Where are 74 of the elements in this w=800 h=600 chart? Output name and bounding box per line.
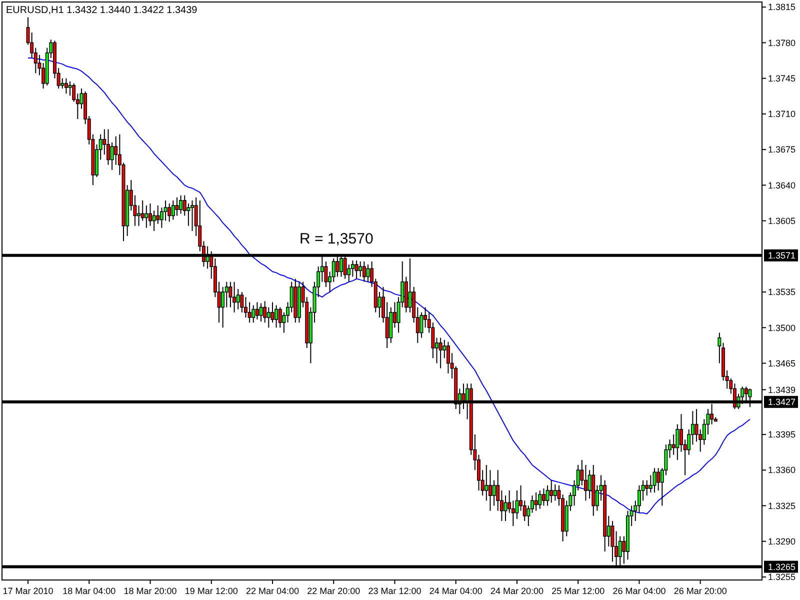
candlestick <box>278 306 282 328</box>
candlestick <box>270 302 274 324</box>
candlestick <box>546 484 550 506</box>
candlestick <box>221 286 225 328</box>
x-tick-label: 17 Mar 2010 <box>2 586 54 596</box>
candlestick <box>228 281 232 308</box>
ref-line-label: 1.3571 <box>768 250 796 261</box>
candlestick <box>645 480 649 496</box>
candlestick <box>144 205 148 228</box>
candlestick <box>652 468 656 493</box>
y-tick-label: 1.3710 <box>768 109 796 120</box>
x-tick-label: 24 Mar 04:00 <box>429 586 482 596</box>
y-tick-label: 1.3745 <box>768 73 796 84</box>
candlestick <box>542 488 546 506</box>
y-tick-label: 1.3325 <box>768 500 796 511</box>
candlestick <box>68 80 72 96</box>
x-tick-label: 18 Mar 04:00 <box>62 586 116 596</box>
candlestick <box>492 480 496 506</box>
candlestick <box>171 200 175 220</box>
y-tick-label: 1.3439 <box>768 384 796 395</box>
candlestick <box>274 304 278 328</box>
candlestick <box>186 202 190 226</box>
candlestick <box>358 260 362 278</box>
candlestick <box>538 490 542 510</box>
x-tick-label: 18 Mar 20:00 <box>124 586 177 596</box>
y-tick-label: 1.3535 <box>768 287 796 298</box>
y-tick-label: 1.3395 <box>768 430 796 440</box>
candlestick <box>248 302 252 324</box>
candlestick <box>259 302 263 322</box>
candlestick <box>438 337 442 369</box>
candlestick <box>190 200 194 232</box>
y-tick-label: 1.3500 <box>768 322 796 333</box>
candlestick <box>610 520 614 562</box>
y-tick-label: 1.3640 <box>768 180 796 190</box>
x-tick-label: 22 Mar 20:00 <box>307 586 360 596</box>
y-tick-label: 1.3465 <box>768 358 796 368</box>
candlestick <box>168 202 172 222</box>
x-tick-label: 25 Mar 12:00 <box>552 586 605 596</box>
chart-title: EURUSD,H1 1.3432 1.3440 1.3422 1.3439 <box>6 5 198 16</box>
y-tick-label: 1.3815 <box>768 2 796 12</box>
candlestick <box>137 205 141 226</box>
candlestick <box>484 464 488 502</box>
annotation: R = 1,3570 <box>299 230 374 248</box>
candlestick <box>232 281 236 313</box>
candlestick <box>164 200 168 222</box>
candlestick <box>266 306 270 328</box>
y-tick-label: 1.3780 <box>768 38 796 48</box>
y-tick-label: 1.3255 <box>768 572 796 582</box>
ref-line-label: 1.3427 <box>768 397 796 408</box>
x-tick-label: 23 Mar 12:00 <box>368 586 422 596</box>
x-tick-label: 26 Mar 20:00 <box>674 586 727 596</box>
candlestick <box>179 194 183 214</box>
x-tick-label: 19 Mar 12:00 <box>184 586 238 596</box>
candlestick <box>175 196 179 216</box>
candlestick <box>354 260 358 280</box>
candlestick <box>263 300 267 324</box>
y-tick-label: 1.3360 <box>768 465 796 476</box>
candlestick <box>534 492 538 512</box>
x-tick-label: 22 Mar 04:00 <box>246 586 300 596</box>
ref-line-label: 1.3265 <box>768 562 796 572</box>
x-tick-label: 26 Mar 04:00 <box>612 586 666 596</box>
candlestick <box>550 480 554 504</box>
candlestick <box>255 302 259 320</box>
y-tick-label: 1.3675 <box>768 144 796 155</box>
candlestick <box>324 260 328 288</box>
y-tick-label: 1.3290 <box>768 536 796 546</box>
candlestick <box>553 484 557 502</box>
candlestick <box>64 78 68 94</box>
candlestick <box>156 205 160 224</box>
y-tick-label: 1.3605 <box>768 216 796 226</box>
candlestick <box>252 304 256 324</box>
x-tick-label: 24 Mar 20:00 <box>490 586 544 596</box>
candlestick <box>362 260 366 282</box>
candlestick <box>656 468 660 491</box>
